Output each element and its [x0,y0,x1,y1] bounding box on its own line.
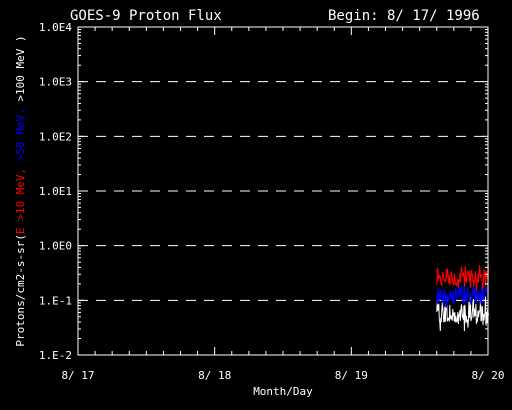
y-tick-label: 1.0E4 [39,21,72,34]
x-tick-label: 8/ 20 [471,369,504,382]
y-axis-label-part: Protons/cm2-s-sr( [14,234,27,347]
flux-series-line [436,264,489,291]
x-axis-label: Month/Day [253,385,313,398]
grid-lines [78,81,488,301]
y-tick-label: 1.E-1 [39,294,72,307]
y-axis-ticks: 1.0E4 1.0E3 1.0E2 1.0E1 1.0E0 1.E-1 1.E-2 [39,21,488,362]
y-tick-label: 1.E-2 [39,349,72,362]
series-layer [436,264,489,332]
x-tick-label: 8/ 17 [61,369,94,382]
x-tick-label: 8/ 19 [335,369,368,382]
y-tick-label: 1.0E3 [39,76,72,89]
flux-series-line [436,281,489,308]
x-axis-ticks: 8/ 17 8/ 18 8/ 19 8/ 20 [61,27,505,382]
chart-title: GOES-9 Proton Flux [70,8,222,24]
y-axis-label-part: >100 MeV ) [14,35,27,101]
chart-subtitle: Begin: 8/ 17/ 1996 [328,8,480,24]
y-tick-label: 1.0E1 [39,185,72,198]
y-tick-label: 1.0E2 [39,130,72,143]
y-axis-label: Protons/cm2-s-sr(E >10 MeV, >50 MeV, >10… [14,35,27,346]
flux-series-line [436,296,489,332]
y-axis-label-part: >50 MeV, [14,102,27,162]
y-axis-label-part: E >10 MeV, [14,161,27,234]
x-tick-label: 8/ 18 [198,369,231,382]
y-tick-label: 1.0E0 [39,240,72,253]
